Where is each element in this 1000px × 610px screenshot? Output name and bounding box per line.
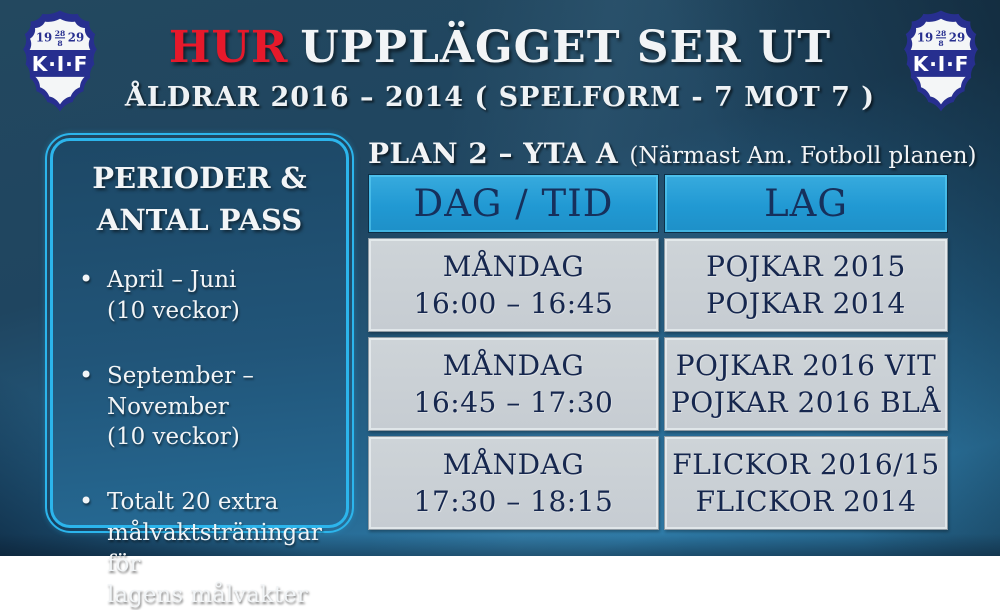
panel-heading: PERIODER & ANTAL PASS xyxy=(71,157,328,241)
crest-initials: K·I·F xyxy=(913,52,969,76)
periods-panel: PERIODER & ANTAL PASS April – Juni (10 v… xyxy=(45,133,354,608)
bullet-line: April – Juni xyxy=(107,267,237,294)
bullet-line: (10 veckor) xyxy=(107,424,240,451)
team-label: POJKAR 2015 xyxy=(706,249,906,283)
crest-year-right: 29 xyxy=(949,31,965,45)
crest-year-frac-bottom: 8 xyxy=(938,39,943,48)
day-label: MÅNDAG xyxy=(442,348,585,382)
crest-year-left: 19 xyxy=(36,31,52,45)
crest-year-frac-top: 28 xyxy=(936,29,947,38)
kif-crest-logo-left: 19 28 8 29 K·I·F xyxy=(23,10,97,112)
bullet-line: September – November xyxy=(107,362,254,420)
bullet-line: målvaktsträningar för xyxy=(107,519,322,577)
crest-band xyxy=(27,50,93,77)
crest-year-left: 19 xyxy=(917,31,933,45)
plan-heading: PLAN 2 – YTA A (Närmast Am. Fotboll plan… xyxy=(368,137,983,170)
day-label: MÅNDAG xyxy=(442,249,585,283)
crest-year-frac-top: 28 xyxy=(55,29,66,38)
slide-background: 19 28 8 29 K·I·F 19 28 8 29 K·I·F HUR UPP… xyxy=(0,0,1000,556)
time-label: 17:30 – 18:15 xyxy=(413,485,614,519)
crest-year-frac-bottom: 8 xyxy=(57,39,62,48)
crest-year-right: 29 xyxy=(68,31,84,45)
cell-teams-row3: FLICKOR 2016/15 FLICKOR 2014 xyxy=(664,436,948,530)
plan-heading-title: PLAN 2 – YTA A xyxy=(368,137,619,170)
time-label: 16:00 – 16:45 xyxy=(413,287,614,321)
title-rest-text: UPPLÄGGET SER UT xyxy=(300,22,832,73)
list-item: September – November (10 veckor) xyxy=(71,359,328,453)
bullet-line: lagens målvakter xyxy=(107,581,308,608)
list-item: April – Juni (10 veckor) xyxy=(71,263,328,327)
periods-list: April – Juni (10 veckor) September – Nov… xyxy=(71,263,328,610)
crest-band xyxy=(908,50,974,77)
schedule-table: DAG / TID LAG MÅNDAG 16:00 – 16:45 POJKA… xyxy=(368,174,948,530)
title-accent-text: HUR xyxy=(168,22,289,73)
team-label: FLICKOR 2016/15 xyxy=(672,447,940,481)
cell-day-time-row3: MÅNDAG 17:30 – 18:15 xyxy=(368,436,659,530)
column-header-lag: LAG xyxy=(664,174,948,233)
day-label: MÅNDAG xyxy=(442,447,585,481)
bullet-line: Totalt 20 extra xyxy=(107,489,279,516)
list-item: Totalt 20 extra målvaktsträningar för la… xyxy=(71,485,328,610)
panel-heading-line1: PERIODER & xyxy=(92,161,307,195)
kif-crest-logo-right: 19 28 8 29 K·I·F xyxy=(904,10,978,112)
team-label: POJKAR 2014 xyxy=(706,287,906,321)
team-label: POJKAR 2016 VIT xyxy=(675,348,937,382)
cell-teams-row2: POJKAR 2016 VIT POJKAR 2016 BLÅ xyxy=(664,337,948,431)
column-header-dag-tid: DAG / TID xyxy=(368,174,659,233)
panel-heading-line2: ANTAL PASS xyxy=(96,203,303,238)
plan-heading-note: (Närmast Am. Fotboll planen) xyxy=(629,143,977,169)
team-label: POJKAR 2016 BLÅ xyxy=(670,386,942,420)
crest-initials: K·I·F xyxy=(32,52,88,76)
cell-teams-row1: POJKAR 2015 POJKAR 2014 xyxy=(664,238,948,332)
cell-day-time-row1: MÅNDAG 16:00 – 16:45 xyxy=(368,238,659,332)
time-label: 16:45 – 17:30 xyxy=(413,386,614,420)
page-subtitle: ÅLDRAR 2016 – 2014 ( SPELFORM - 7 MOT 7 … xyxy=(124,82,876,113)
page-title: HUR UPPLÄGGET SER UT xyxy=(105,22,895,73)
team-label: FLICKOR 2014 xyxy=(695,485,917,519)
cell-day-time-row2: MÅNDAG 16:45 – 17:30 xyxy=(368,337,659,431)
periods-panel-inner: PERIODER & ANTAL PASS April – Juni (10 v… xyxy=(50,138,349,608)
bullet-line: (10 veckor) xyxy=(107,297,240,324)
